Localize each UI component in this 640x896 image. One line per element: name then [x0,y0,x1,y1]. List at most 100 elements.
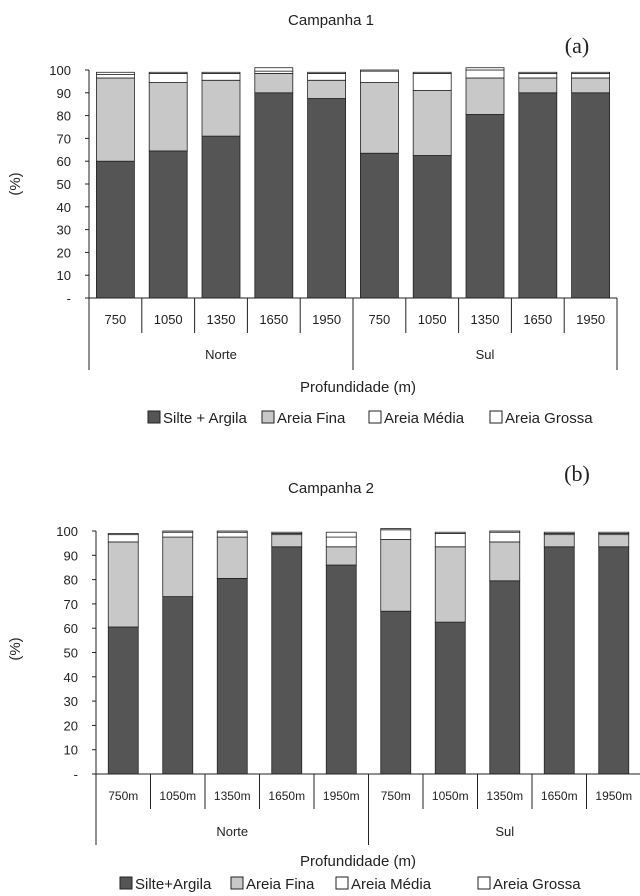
bar-segment-4 [307,71,347,74]
bar-segment-1 [96,160,135,299]
bar-segment-1 [307,98,347,299]
bar-segment-3 [359,70,399,83]
bar-segment-2 [359,82,399,154]
bar-segment-2 [571,77,610,94]
y-tick-label: - [67,291,71,306]
y-tick-label: 100 [56,524,78,539]
y-tick-label: 40 [64,670,78,685]
legend: Silte+Argila Areia Fina Areia Média Areia G… [119,876,581,893]
bar-segment-4 [359,69,399,72]
x-tick-label: 1650 [523,312,552,327]
legend-label: Silte+Argila [135,876,212,893]
x-tick-label: 1650m [268,789,305,803]
y-tick-label: 90 [57,86,71,101]
bar-segment-3 [412,73,452,91]
bar-segment-4 [598,531,630,534]
bar-segment-3 [162,531,194,538]
y-tick-label: 50 [64,646,78,661]
bar-segment-2 [543,534,575,548]
bar-segment-2 [307,79,347,99]
legend-swatch [261,410,275,424]
bar-segment-1 [325,564,357,775]
x-tick-label: 750m [108,789,138,803]
bar-segment-3 [201,73,241,81]
bar-segment-1 [518,92,558,299]
bar-segment-2 [107,541,139,628]
bar-segment-4 [489,530,521,533]
x-tick-label: 1650m [541,789,578,803]
x-axis: 750 1050 1350 1650 1950 750 1050 1350 1650 1950 No… [88,297,618,370]
legend-swatch [489,410,503,424]
y-tick-label: 10 [57,268,71,283]
bar-segment-4 [518,71,558,74]
bar-segment-2 [96,77,135,162]
y-tick-label: 30 [57,223,71,238]
y-axis-label: (%) [7,172,24,195]
x-tick-label: 1350 [207,312,236,327]
bar-segment-1 [162,596,194,775]
chart-title: Campanha 1 [288,12,374,29]
bar-segment-4 [148,71,188,74]
legend-swatch [477,876,491,890]
chart-title: Campanha 2 [288,480,374,497]
y-tick-label: 40 [57,200,71,215]
bar-segment-3 [489,531,521,543]
bar-segment-2 [434,546,466,623]
y-tick-label: 30 [64,694,78,709]
y-tick-label: 80 [64,573,78,588]
bar-segment-4 [216,530,248,533]
bars [96,67,610,299]
panel-label: (b) [564,461,590,486]
bar-segment-1 [201,135,241,299]
bar-segment-1 [216,577,248,775]
bar-segment-2 [489,541,521,582]
bar-segment-3 [307,73,347,81]
legend-label: Silte + Argila [163,410,247,427]
legend-swatch [147,410,161,424]
x-tick-label: 1950 [312,312,341,327]
y-tick-label: 20 [64,718,78,733]
bar-segment-4 [380,528,412,531]
bar-segment-4 [543,531,575,534]
bar-segment-4 [254,67,294,72]
y-tick-label: 70 [64,597,78,612]
bar-segment-1 [598,546,630,775]
bar-segment-1 [465,114,505,299]
chart-campanha-1: Campanha 1 (a) (%) Profundidade (m) - 10 2… [7,12,618,427]
x-axis-label: Profundidade (m) [300,853,416,870]
legend-label: Areia Grossa [493,876,581,893]
y-axis-label: (%) [7,637,24,660]
bar-segment-3 [434,533,466,548]
bar-segment-1 [571,92,610,299]
bar-segment-4 [107,533,139,536]
x-axis-label: Profundidade (m) [300,379,416,396]
y-tick-label: 80 [57,109,71,124]
x-tick-label: 1050m [159,789,196,803]
y-tick-label: - [74,767,78,782]
legend-label: Areia Média [384,410,465,427]
panel-label: (a) [565,33,589,58]
x-tick-label: 1950m [323,789,360,803]
x-group-label: Norte [205,347,237,362]
bars [107,528,630,775]
bar-segment-2 [380,539,412,612]
bar-segment-4 [571,71,610,74]
y-axis-ticks: - 10 20 30 40 50 60 70 80 90 100 [49,63,90,306]
x-tick-label: 1050 [418,312,447,327]
y-tick-label: 90 [64,548,78,563]
bar-segment-1 [359,152,399,299]
y-tick-label: 60 [57,154,71,169]
bar-segment-2 [465,77,505,115]
x-tick-label: 1050m [432,789,469,803]
bar-segment-1 [489,580,521,775]
legend-label: Areia Fina [246,876,315,893]
bar-segment-2 [271,534,303,548]
bar-segment-2 [201,79,241,137]
y-tick-label: 10 [64,743,78,758]
bar-segment-2 [162,536,194,598]
bar-segment-3 [518,73,558,79]
bar-segment-3 [107,534,139,543]
x-tick-label: 750 [105,312,127,327]
bar-segment-2 [412,90,452,156]
